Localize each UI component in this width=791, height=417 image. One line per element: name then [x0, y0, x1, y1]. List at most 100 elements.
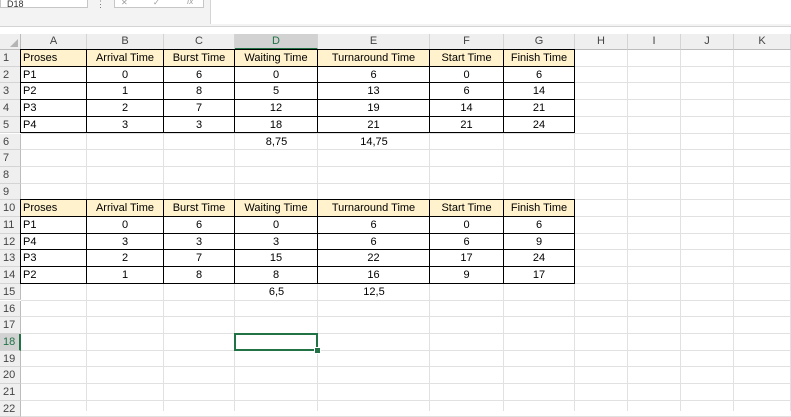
row-header-2[interactable]: 2 [0, 66, 21, 84]
column-header-d[interactable]: D [235, 34, 318, 50]
table1-data-cell[interactable]: 6 [503, 65, 575, 84]
select-all-button[interactable] [0, 34, 21, 50]
column-header-f[interactable]: F [430, 34, 504, 50]
table2-data-cell[interactable]: 3 [86, 232, 164, 251]
row-header-9[interactable]: 9 [0, 183, 21, 201]
table2-data-cell[interactable]: 16 [317, 266, 430, 284]
table1-data-cell[interactable]: 6 [317, 65, 430, 84]
table1-data-cell[interactable]: P1 [20, 65, 87, 84]
table1-data-cell[interactable]: P3 [20, 99, 87, 117]
table2-average-waiting-time[interactable]: 6,5 [268, 285, 285, 298]
table1-header-cell[interactable]: Turnaround Time [317, 49, 430, 67]
table2-data-cell[interactable]: P4 [20, 232, 87, 251]
table2-data-cell[interactable]: 0 [234, 216, 318, 234]
table1-data-cell[interactable]: 1 [86, 82, 164, 101]
table1-average-turnaround-time[interactable]: 14,75 [360, 135, 388, 148]
table1-header-cell[interactable]: Proses [20, 49, 87, 67]
table2-header-cell[interactable]: Start Time [429, 199, 504, 217]
table2-data-cell[interactable]: 24 [503, 249, 575, 268]
table1-header-cell[interactable]: Finish Time [503, 49, 575, 67]
table1-data-cell[interactable]: 6 [163, 65, 235, 84]
table1-data-cell[interactable]: 3 [163, 115, 235, 134]
table2-data-cell[interactable]: 0 [86, 216, 164, 234]
table1-data-cell[interactable]: 19 [317, 99, 430, 117]
table1-data-cell[interactable]: 14 [503, 82, 575, 101]
row-header-7[interactable]: 7 [0, 150, 21, 167]
table1-data-cell[interactable]: 14 [429, 99, 504, 117]
cancel-icon[interactable]: ✕ [121, 0, 128, 7]
table1-data-cell[interactable]: 12 [234, 99, 318, 117]
table2-data-cell[interactable]: 6 [503, 216, 575, 234]
row-header-4[interactable]: 4 [0, 100, 21, 117]
table2-data-cell[interactable]: 15 [234, 249, 318, 268]
table1-data-cell[interactable]: 18 [234, 115, 318, 134]
row-header-5[interactable]: 5 [0, 116, 21, 134]
table1-header-cell[interactable]: Burst Time [163, 49, 235, 67]
table2-data-cell[interactable]: 17 [503, 266, 575, 284]
formula-input[interactable] [210, 0, 791, 24]
table2-data-cell[interactable]: 8 [163, 266, 235, 284]
row-header-6[interactable]: 6 [0, 133, 21, 151]
table2-data-cell[interactable]: 3 [163, 232, 235, 251]
table2-data-cell[interactable]: 6 [163, 216, 235, 234]
row-header-3[interactable]: 3 [0, 83, 21, 101]
row-header-10[interactable]: 10 [0, 200, 21, 217]
table1-header-cell[interactable]: Waiting Time [234, 49, 318, 67]
table1-data-cell[interactable]: 5 [234, 82, 318, 101]
column-header-b[interactable]: B [87, 34, 164, 50]
table2-header-cell[interactable]: Finish Time [503, 199, 575, 217]
table1-data-cell[interactable]: 0 [234, 65, 318, 84]
table1-data-cell[interactable]: P2 [20, 82, 87, 101]
insert-function-icon[interactable]: fx [187, 0, 194, 6]
table2-data-cell[interactable]: 1 [86, 266, 164, 284]
row-header-16[interactable]: 16 [0, 300, 21, 318]
row-header-11[interactable]: 11 [0, 217, 21, 234]
table1-data-cell[interactable]: 21 [503, 99, 575, 117]
table2-header-cell[interactable]: Turnaround Time [317, 199, 430, 217]
row-header-15[interactable]: 15 [0, 283, 21, 301]
row-header-18[interactable]: 18 [0, 333, 21, 351]
row-header-13[interactable]: 13 [0, 250, 21, 268]
table1-data-cell[interactable]: 0 [429, 65, 504, 84]
column-header-i[interactable]: I [628, 34, 681, 50]
table1-header-cell[interactable]: Arrival Time [86, 49, 164, 67]
column-header-a[interactable]: A [21, 34, 87, 50]
table1-data-cell[interactable]: 3 [86, 115, 164, 134]
table2-header-cell[interactable]: Proses [20, 199, 87, 217]
column-header-g[interactable]: G [504, 34, 575, 50]
table1-data-cell[interactable]: 21 [317, 115, 430, 134]
row-header-8[interactable]: 8 [0, 166, 21, 184]
table2-data-cell[interactable]: 9 [503, 232, 575, 251]
table1-data-cell[interactable]: 2 [86, 99, 164, 117]
row-header-12[interactable]: 12 [0, 233, 21, 251]
row-header-22[interactable]: 22 [0, 400, 21, 417]
active-cell-selection[interactable] [234, 332, 318, 351]
enter-icon[interactable]: ✓ [153, 0, 160, 7]
table2-header-cell[interactable]: Burst Time [163, 199, 235, 217]
column-header-h[interactable]: H [575, 34, 628, 50]
table2-data-cell[interactable]: 3 [234, 232, 318, 251]
table2-data-cell[interactable]: 8 [234, 266, 318, 284]
table2-data-cell[interactable]: 0 [429, 216, 504, 234]
table2-data-cell[interactable]: 22 [317, 249, 430, 268]
table2-data-cell[interactable]: P2 [20, 266, 87, 284]
table1-data-cell[interactable]: 0 [86, 65, 164, 84]
table2-data-cell[interactable]: 6 [317, 216, 430, 234]
table1-data-cell[interactable]: 8 [163, 82, 235, 101]
table1-data-cell[interactable]: P4 [20, 115, 87, 134]
table1-average-waiting-time[interactable]: 8,75 [265, 135, 288, 148]
row-header-21[interactable]: 21 [0, 384, 21, 401]
table2-data-cell[interactable]: 6 [317, 232, 430, 251]
row-header-1[interactable]: 1 [0, 50, 21, 67]
table2-data-cell[interactable]: 17 [429, 249, 504, 268]
row-header-19[interactable]: 19 [0, 350, 21, 368]
table2-data-cell[interactable]: 2 [86, 249, 164, 268]
table2-data-cell[interactable]: 7 [163, 249, 235, 268]
name-box[interactable]: D18 [0, 0, 88, 8]
row-header-17[interactable]: 17 [0, 317, 21, 334]
table1-data-cell[interactable]: 13 [317, 82, 430, 101]
column-header-e[interactable]: E [318, 34, 430, 50]
row-header-20[interactable]: 20 [0, 367, 21, 384]
table1-data-cell[interactable]: 7 [163, 99, 235, 117]
column-header-c[interactable]: C [164, 34, 235, 50]
